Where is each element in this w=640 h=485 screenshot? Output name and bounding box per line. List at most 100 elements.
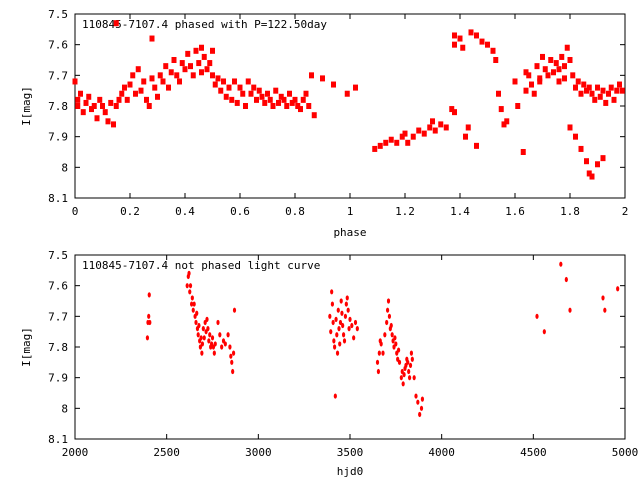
data-point [474,32,479,39]
data-point [606,90,611,97]
data-point [182,66,188,73]
data-point [567,124,573,131]
data-point [595,161,600,168]
y-tick-label: 7.5 [48,249,68,262]
data-point [341,322,345,329]
data-point [147,313,151,319]
data-point [535,313,539,319]
data-point [443,124,449,131]
data-point [193,47,199,54]
data-point [179,60,185,67]
data-point [265,90,270,97]
data-point [614,87,620,94]
data-point [353,319,358,326]
y-tick-label: 7.7 [48,69,68,82]
data-point [485,41,490,48]
data-point [75,96,81,103]
data-point [407,368,411,375]
data-point [556,66,562,73]
data-point [601,295,605,301]
data-point [333,393,337,399]
data-point [199,69,204,76]
data-point [410,133,416,140]
data-point [212,81,218,88]
data-point [595,84,600,91]
data-point [427,124,433,131]
data-point [504,118,510,125]
data-point [329,329,333,335]
data-point [245,78,251,85]
data-point [213,341,217,347]
data-point [191,307,195,313]
data-point [545,72,551,79]
data-point [399,133,405,140]
data-point [100,103,105,109]
data-point [292,96,298,103]
data-point [94,115,100,122]
data-point [335,350,340,356]
data-point [163,63,169,70]
data-point [119,90,125,97]
data-point [381,350,385,356]
x-tick-label: 4500 [520,446,547,459]
data-point [166,84,171,91]
data-point [287,90,292,97]
data-point [586,170,592,177]
data-point [130,72,136,79]
data-point [389,322,393,329]
data-point [531,90,537,97]
data-point [86,93,92,100]
data-point [376,368,381,375]
data-point [496,90,501,97]
data-point [201,326,205,332]
data-point [194,319,198,326]
data-point [338,319,343,326]
data-point [457,35,463,42]
x-tick-label: 0.2 [120,205,140,218]
data-point [188,289,192,295]
data-point [133,90,138,97]
data-point [91,103,97,109]
data-point [223,93,229,100]
data-point [218,87,224,94]
data-point [556,78,562,85]
data-point [584,87,589,94]
data-point [141,78,147,85]
data-point [281,96,287,103]
data-point [127,81,133,88]
data-point [479,38,485,45]
data-point [190,301,194,307]
data-point [468,29,474,36]
data-point [352,335,356,341]
data-point [188,283,193,289]
data-point [559,261,563,267]
data-point [138,87,144,94]
data-point [438,121,444,128]
data-point [405,139,411,146]
data-point [337,326,341,332]
data-point [353,84,358,91]
data-point [256,87,262,94]
data-point [390,332,394,338]
data-point [328,313,332,319]
data-point [111,121,116,128]
data-point [168,69,174,76]
data-point [338,341,342,347]
x-tick-label: 1.4 [450,205,470,218]
data-point [409,350,414,356]
data-point [270,103,276,109]
data-point [210,335,215,341]
data-point [237,84,243,91]
data-point [597,93,603,100]
data-point [298,106,303,113]
data-point [414,393,418,399]
data-point [232,307,237,313]
y-tick-label: 7.8 [48,341,68,354]
y-axis-label: I[mag] [20,327,33,367]
data-point [460,44,466,51]
data-point [540,53,545,60]
x-tick-label: 3500 [337,446,364,459]
data-point [537,75,543,82]
plot-frame [74,13,626,199]
data-point [276,99,281,106]
